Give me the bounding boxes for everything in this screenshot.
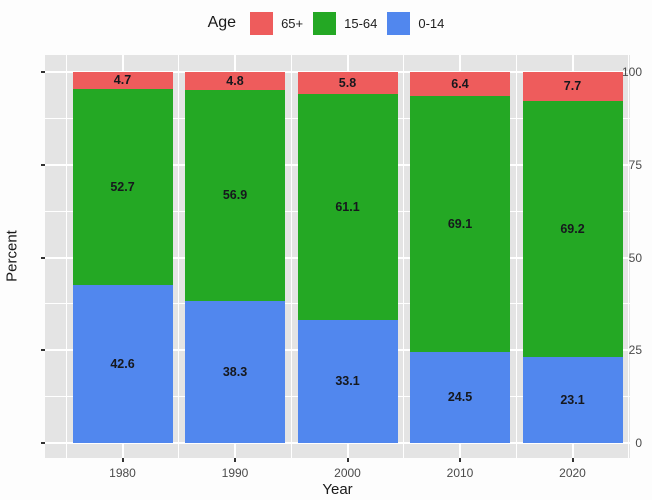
y-tick-mark — [41, 71, 45, 73]
value-label: 5.8 — [338, 75, 357, 90]
legend-item-0-14: 0-14 — [387, 11, 445, 35]
bar-2000-segment-65+: 5.8 — [297, 72, 398, 94]
x-axis-title: Year — [322, 481, 353, 498]
legend-swatch-15-64-icon — [313, 11, 337, 35]
gridline-minor — [515, 55, 517, 458]
y-tick-label: 100 — [621, 65, 642, 79]
bar-2020-segment-0-14: 23.1 — [522, 357, 623, 443]
value-label: 24.5 — [447, 390, 473, 405]
legend-swatch-0-14-icon — [387, 11, 411, 35]
value-label: 38.3 — [222, 364, 248, 379]
x-tick-label: 1990 — [221, 466, 249, 480]
bar-1990-segment-15-64: 56.9 — [185, 89, 285, 301]
x-tick-mark — [459, 458, 461, 462]
legend-item-65plus: 65+ — [250, 11, 304, 35]
x-tick-label: 2000 — [334, 466, 361, 480]
legend-label-0-14: 0-14 — [418, 15, 445, 31]
x-tick-label: 2020 — [559, 466, 586, 480]
y-tick-mark — [41, 163, 45, 166]
bar-2000-segment-0-14: 33.1 — [297, 320, 398, 443]
gridline-minor — [403, 55, 405, 458]
x-tick-mark — [346, 458, 349, 462]
x-tick-mark — [571, 458, 574, 462]
value-label: 4.7 — [113, 73, 132, 88]
gridline-minor — [290, 55, 292, 458]
gridline-minor — [178, 55, 180, 458]
legend-label-65plus: 65+ — [281, 15, 304, 31]
value-label: 52.7 — [110, 179, 135, 194]
legend-title: Age — [207, 14, 237, 31]
value-label: 23.1 — [560, 392, 585, 407]
bar-2000-segment-15-64: 61.1 — [297, 93, 398, 321]
bar-2020-segment-15-64: 69.2 — [522, 100, 623, 358]
value-label: 56.9 — [222, 188, 248, 203]
value-label: 61.1 — [335, 199, 360, 214]
gridline-minor — [65, 55, 67, 458]
legend-swatch-65plus-icon — [250, 11, 274, 35]
plot-panel: 42.6 52.7 4.7 38.3 56.9 4.8 33.1 61.1 5.8 24.5 69.… — [45, 55, 630, 458]
x-tick-label: 2010 — [446, 466, 474, 480]
x-tick-mark — [234, 458, 236, 462]
bar-1990-segment-65+: 4.8 — [185, 72, 285, 90]
legend-label-15-64: 15-64 — [344, 15, 378, 31]
y-tick-mark — [41, 256, 45, 259]
legend-item-15-64: 15-64 — [313, 11, 378, 35]
bar-2020-segment-65+: 7.7 — [522, 72, 623, 101]
value-label: 69.1 — [447, 216, 473, 231]
y-tick-label: 50 — [628, 250, 642, 265]
bar-1980-segment-15-64: 52.7 — [72, 89, 173, 285]
y-tick-label: 0 — [635, 436, 642, 450]
bar-1990-segment-0-14: 38.3 — [185, 300, 285, 443]
gridline-minor — [628, 55, 630, 458]
y-tick-mark — [41, 442, 45, 444]
x-tick-mark — [121, 458, 124, 462]
value-label: 33.1 — [335, 374, 360, 389]
value-label: 7.7 — [563, 79, 582, 94]
x-tick-label: 1980 — [109, 466, 136, 480]
bar-2010-segment-65+: 6.4 — [410, 72, 510, 96]
y-axis-title: Percent — [3, 230, 21, 282]
bar-1980-segment-0-14: 42.6 — [72, 284, 173, 443]
gridline-major — [45, 442, 630, 444]
bar-2010-segment-0-14: 24.5 — [410, 352, 510, 443]
y-tick-mark — [41, 349, 45, 352]
legend: Age 65+ 15-64 0-14 — [0, 8, 652, 38]
value-label: 4.8 — [226, 73, 244, 88]
value-label: 69.2 — [560, 221, 585, 236]
value-label: 42.6 — [110, 356, 135, 371]
y-tick-label: 75 — [628, 157, 642, 172]
y-tick-label: 25 — [628, 343, 642, 358]
bar-2010-segment-15-64: 69.1 — [410, 95, 510, 353]
bar-1980-segment-65+: 4.7 — [72, 72, 173, 90]
value-label: 6.4 — [451, 76, 469, 91]
